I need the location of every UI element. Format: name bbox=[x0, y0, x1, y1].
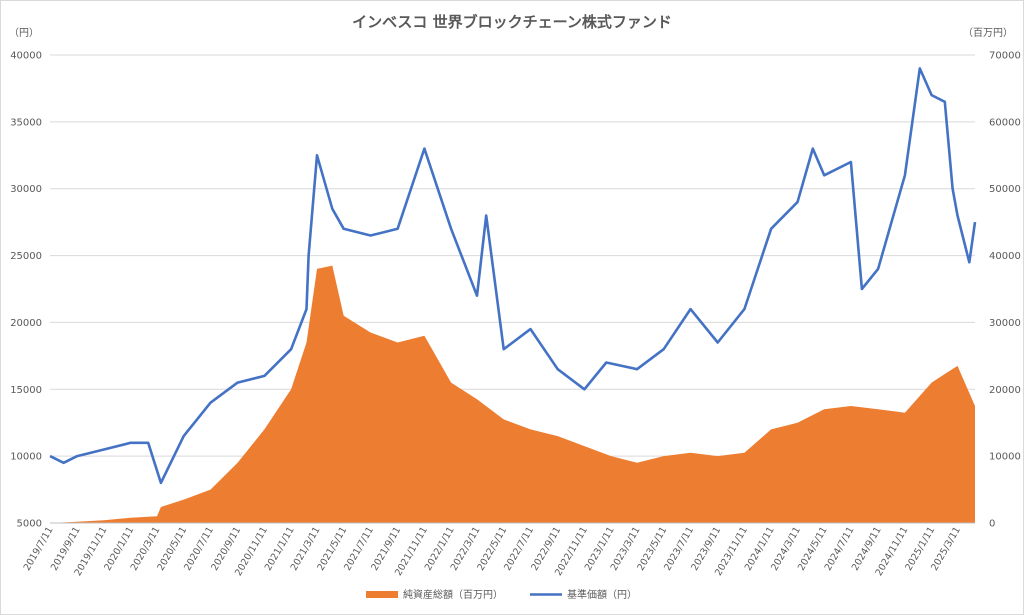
aum-area-layer bbox=[50, 265, 975, 523]
left-tick-label: 35000 bbox=[10, 117, 42, 128]
left-tick-label: 10000 bbox=[10, 452, 42, 463]
left-tick-label: 15000 bbox=[10, 385, 42, 396]
left-tick-label: 40000 bbox=[10, 51, 42, 62]
aum-area bbox=[50, 265, 975, 523]
right-y-axis: 0 10000 20000 30000 40000 50000 60000 70000 bbox=[989, 51, 1021, 530]
legend-swatch-aum bbox=[366, 591, 398, 598]
nav-line bbox=[49, 67, 977, 485]
chart-title: インベスコ 世界ブロックチェーン株式ファンド bbox=[352, 13, 672, 31]
left-tick-label: 25000 bbox=[10, 251, 42, 262]
right-tick-label: 70000 bbox=[989, 51, 1021, 62]
x-axis: 2019/7/112019/9/112019/11/112020/1/11202… bbox=[22, 522, 975, 578]
right-tick-label: 20000 bbox=[989, 385, 1021, 396]
left-tick-label: 30000 bbox=[10, 184, 42, 195]
right-axis-unit: （百万円） bbox=[963, 27, 1013, 39]
left-tick-label: 5000 bbox=[17, 519, 42, 530]
right-tick-label: 60000 bbox=[989, 117, 1021, 128]
legend: 純資産総額（百万円） 基準価額（円） bbox=[366, 588, 637, 601]
right-tick-label: 30000 bbox=[989, 318, 1021, 329]
legend-label-nav: 基準価額（円） bbox=[567, 588, 637, 601]
right-tick-label: 0 bbox=[989, 519, 995, 530]
right-tick-label: 50000 bbox=[989, 184, 1021, 195]
left-y-axis: 5000 10000 15000 20000 25000 30000 35000 40000 bbox=[10, 51, 42, 530]
nav-line-layer bbox=[49, 67, 977, 485]
right-tick-label: 10000 bbox=[989, 452, 1021, 463]
legend-label-aum: 純資産総額（百万円） bbox=[403, 588, 503, 601]
left-tick-label: 20000 bbox=[10, 318, 42, 329]
right-tick-label: 40000 bbox=[989, 251, 1021, 262]
left-axis-unit: （円） bbox=[9, 27, 39, 39]
